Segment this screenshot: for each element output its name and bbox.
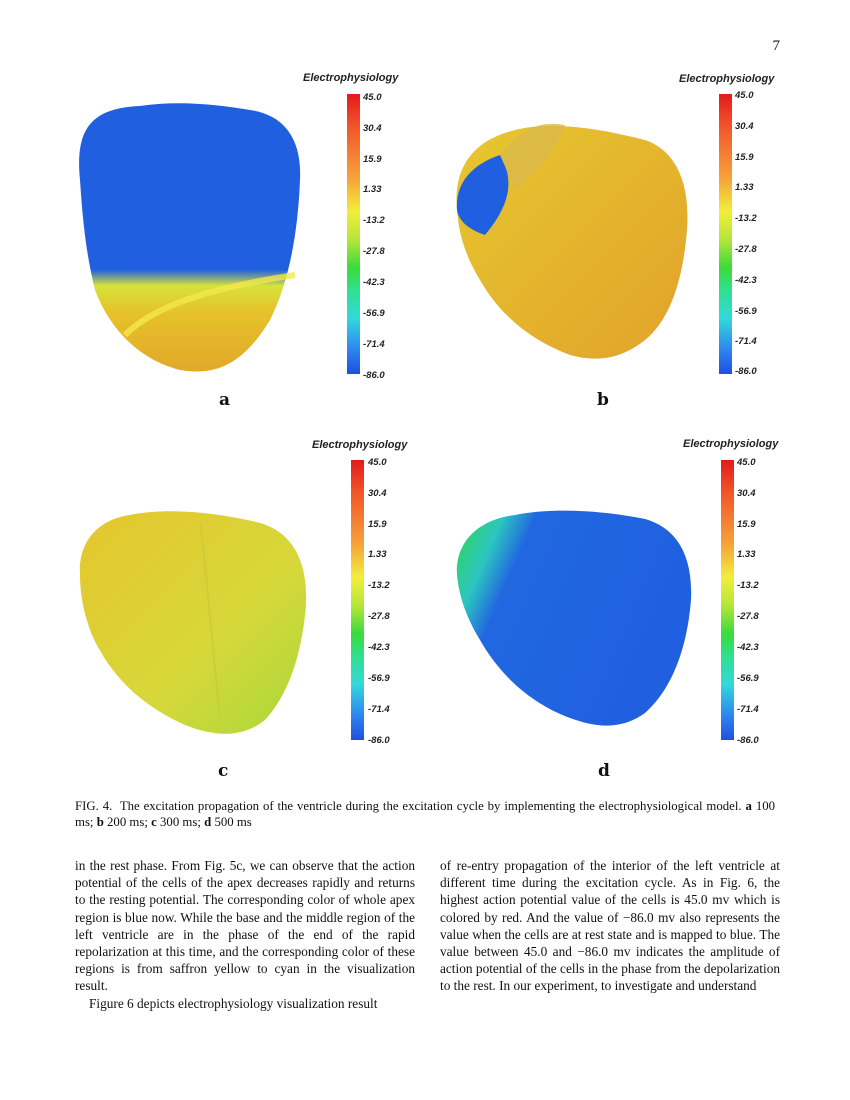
body-paragraph: Figure 6 depicts electrophysiology visua… <box>89 995 378 1011</box>
body-paragraph: in the rest phase. From Fig. 5c, we can … <box>75 858 415 994</box>
caption-time-a: 100 ms; <box>75 799 776 829</box>
colorbar-tick: -13.2 <box>735 213 757 224</box>
caption-panel-d: d <box>204 815 212 829</box>
colorbar-tick: -42.3 <box>735 275 757 286</box>
colorbar-tick: -86.0 <box>735 366 757 377</box>
colorbar-tick: 15.9 <box>368 519 387 530</box>
caption-time-b: 200 ms; <box>107 815 148 829</box>
caption-panel-c: c <box>151 815 157 829</box>
colorbar-tick: 1.33 <box>737 549 756 560</box>
panel-label-b: b <box>597 390 609 410</box>
colorbar-tick: -71.4 <box>735 336 757 347</box>
colorbar-tick: -86.0 <box>368 735 390 746</box>
colorbar-tick: 30.4 <box>737 488 756 499</box>
colorbar-tick: 15.9 <box>363 154 382 165</box>
colorbar-tick: -13.2 <box>737 580 759 591</box>
colorbar-title-c: Electrophysiology <box>312 439 408 451</box>
heart-visualization-b <box>456 123 688 359</box>
figure-panel-b: Electrophysiology 45.0 30.4 15.9 1.33 -1… <box>445 70 815 420</box>
colorbar-tick: 1.33 <box>368 549 387 560</box>
colorbar-tick: -27.8 <box>737 611 759 622</box>
colorbar-a <box>347 94 360 374</box>
colorbar-tick: -27.8 <box>735 244 757 255</box>
colorbar-tick: 45.0 <box>368 457 387 468</box>
page-number: 7 <box>772 38 781 54</box>
colorbar-tick: 15.9 <box>735 152 754 163</box>
figure-caption: FIG. 4. The excitation propagation of th… <box>75 798 775 830</box>
caption-time-c: 300 ms; <box>160 815 201 829</box>
panel-label-c: c <box>218 761 229 781</box>
colorbar-tick: -42.3 <box>363 277 385 288</box>
colorbar-tick: -56.9 <box>735 306 757 317</box>
colorbar-tick: -42.3 <box>737 642 759 653</box>
colorbar-tick: 1.33 <box>363 184 382 195</box>
heart-visualization-c <box>79 511 307 734</box>
colorbar-tick: 30.4 <box>368 488 387 499</box>
figure-panel-a: Electrophysiology 45.0 30.4 15.9 1.33 -1… <box>70 70 440 420</box>
colorbar-tick: -27.8 <box>368 611 390 622</box>
caption-time-d: 500 ms <box>214 815 252 829</box>
caption-label: FIG. 4. <box>75 799 113 813</box>
colorbar-c <box>351 460 364 740</box>
caption-text: The excitation propagation of the ventri… <box>119 799 742 813</box>
colorbar-title-a: Electrophysiology <box>303 72 399 84</box>
colorbar-tick: 45.0 <box>735 90 754 101</box>
colorbar-tick: -71.4 <box>368 704 390 715</box>
caption-panel-b: b <box>96 815 104 829</box>
colorbar-title-d: Electrophysiology <box>683 438 779 450</box>
colorbar-title-b: Electrophysiology <box>679 73 775 85</box>
colorbar-tick: -56.9 <box>363 308 385 319</box>
colorbar-tick: -42.3 <box>368 642 390 653</box>
colorbar-tick: -56.9 <box>368 673 390 684</box>
panel-label-a: a <box>219 390 231 410</box>
colorbar-tick: -71.4 <box>737 704 759 715</box>
colorbar-tick: -71.4 <box>363 339 385 350</box>
panel-label-d: d <box>598 761 610 781</box>
colorbar-d <box>721 460 734 740</box>
colorbar-tick: -27.8 <box>363 246 385 257</box>
colorbar-tick: -13.2 <box>368 580 390 591</box>
figure-panel-c: Electrophysiology 45.0 30.4 15.9 1.33 -1… <box>70 435 440 785</box>
body-paragraph: of re-entry propagation of the interior … <box>440 858 780 994</box>
colorbar-tick: 30.4 <box>735 121 754 132</box>
heart-visualization-a <box>79 103 301 372</box>
colorbar-b <box>719 94 732 374</box>
colorbar-tick: 45.0 <box>363 92 382 103</box>
colorbar-tick: -13.2 <box>363 215 385 226</box>
colorbar-tick: 45.0 <box>737 457 756 468</box>
colorbar-tick: -86.0 <box>737 735 759 746</box>
colorbar-tick: 30.4 <box>363 123 382 134</box>
body-column-left: in the rest phase. From Fig. 5c, we can … <box>75 857 415 1012</box>
body-column-right: of re-entry propagation of the interior … <box>440 857 780 995</box>
colorbar-tick: -86.0 <box>363 370 385 381</box>
heart-visualization-d <box>456 510 692 726</box>
colorbar-tick: -56.9 <box>737 673 759 684</box>
colorbar-tick: 15.9 <box>737 519 756 530</box>
colorbar-tick: 1.33 <box>735 182 754 193</box>
caption-panel-a: a <box>745 799 752 813</box>
figure-panel-d: Electrophysiology 45.0 30.4 15.9 1.33 -1… <box>445 435 815 785</box>
